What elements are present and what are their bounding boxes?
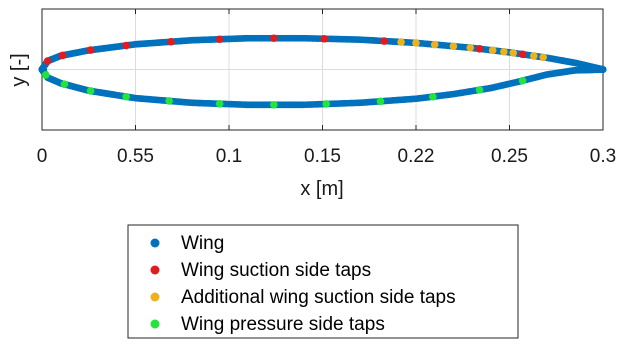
pressure-tap: [60, 80, 69, 89]
x-tick-label: 0.1: [216, 146, 242, 167]
pressure-tap: [518, 76, 527, 85]
x-axis-label: x [m]: [300, 178, 343, 200]
legend-marker-suction-taps: [150, 265, 160, 275]
additional-suction-tap: [412, 39, 420, 47]
additional-suction-tap: [488, 46, 497, 55]
additional-suction-tap: [509, 49, 518, 57]
additional-suction-tap: [430, 40, 439, 49]
pressure-tap: [122, 92, 130, 101]
x-tick-label: 0: [37, 146, 48, 167]
x-tick-label: 0.22: [398, 146, 435, 167]
pressure-tap: [86, 87, 95, 95]
y-axis-label: y [-]: [8, 53, 30, 86]
suction-tap: [122, 41, 130, 50]
grid-layer: [41, 8, 604, 131]
legend-label-suction-taps: Wing suction side taps: [181, 260, 371, 281]
additional-suction-tap: [539, 53, 547, 62]
suction-tap: [270, 34, 278, 43]
pressure-tap: [429, 92, 437, 101]
tick-layer: 0 0.55 0.1 0.15 0.22 0.25 0.3: [37, 8, 616, 167]
x-tick-label: 0.55: [117, 146, 154, 167]
x-tick-label: 0.25: [491, 146, 528, 167]
suction-tap: [43, 57, 52, 65]
legend-box: [127, 224, 519, 339]
pressure-taps: [41, 34, 547, 109]
wing-point: [599, 66, 607, 73]
suction-tap: [475, 45, 484, 53]
additional-suction-tap: [397, 38, 405, 46]
legend-marker-pressure-taps: [150, 319, 160, 329]
pressure-tap: [475, 86, 484, 94]
suction-tap: [167, 37, 175, 46]
pressure-tap: [376, 97, 385, 106]
x-tick-label: 0.3: [590, 146, 616, 167]
legend-marker-additional-suction-taps: [150, 292, 160, 302]
suction-tap: [380, 37, 389, 45]
additional-suction-tap: [500, 47, 508, 56]
additional-suction-tap: [466, 43, 475, 52]
legend-label-additional-suction-taps: Additional wing suction side taps: [181, 287, 456, 308]
legend-label-wing: Wing: [181, 233, 224, 254]
x-tick-label: 0.15: [304, 146, 341, 167]
pressure-tap: [322, 100, 331, 108]
additional-suction-tap: [449, 42, 458, 51]
suction-tap: [320, 34, 329, 43]
legend: Wing Wing suction side taps Additional w…: [127, 224, 519, 339]
additional-suction-tap: [530, 52, 538, 60]
suction-tap: [215, 35, 224, 44]
suction-tap: [58, 51, 67, 60]
pressure-tap: [270, 100, 278, 109]
pressure-tap: [215, 99, 224, 108]
legend-marker-wing: [150, 238, 160, 248]
suction-tap: [86, 46, 95, 54]
legend-label-pressure-taps: Wing pressure side taps: [181, 314, 385, 335]
pressure-tap: [165, 97, 173, 105]
suction-tap: [518, 50, 527, 59]
pressure-tap: [41, 71, 50, 79]
